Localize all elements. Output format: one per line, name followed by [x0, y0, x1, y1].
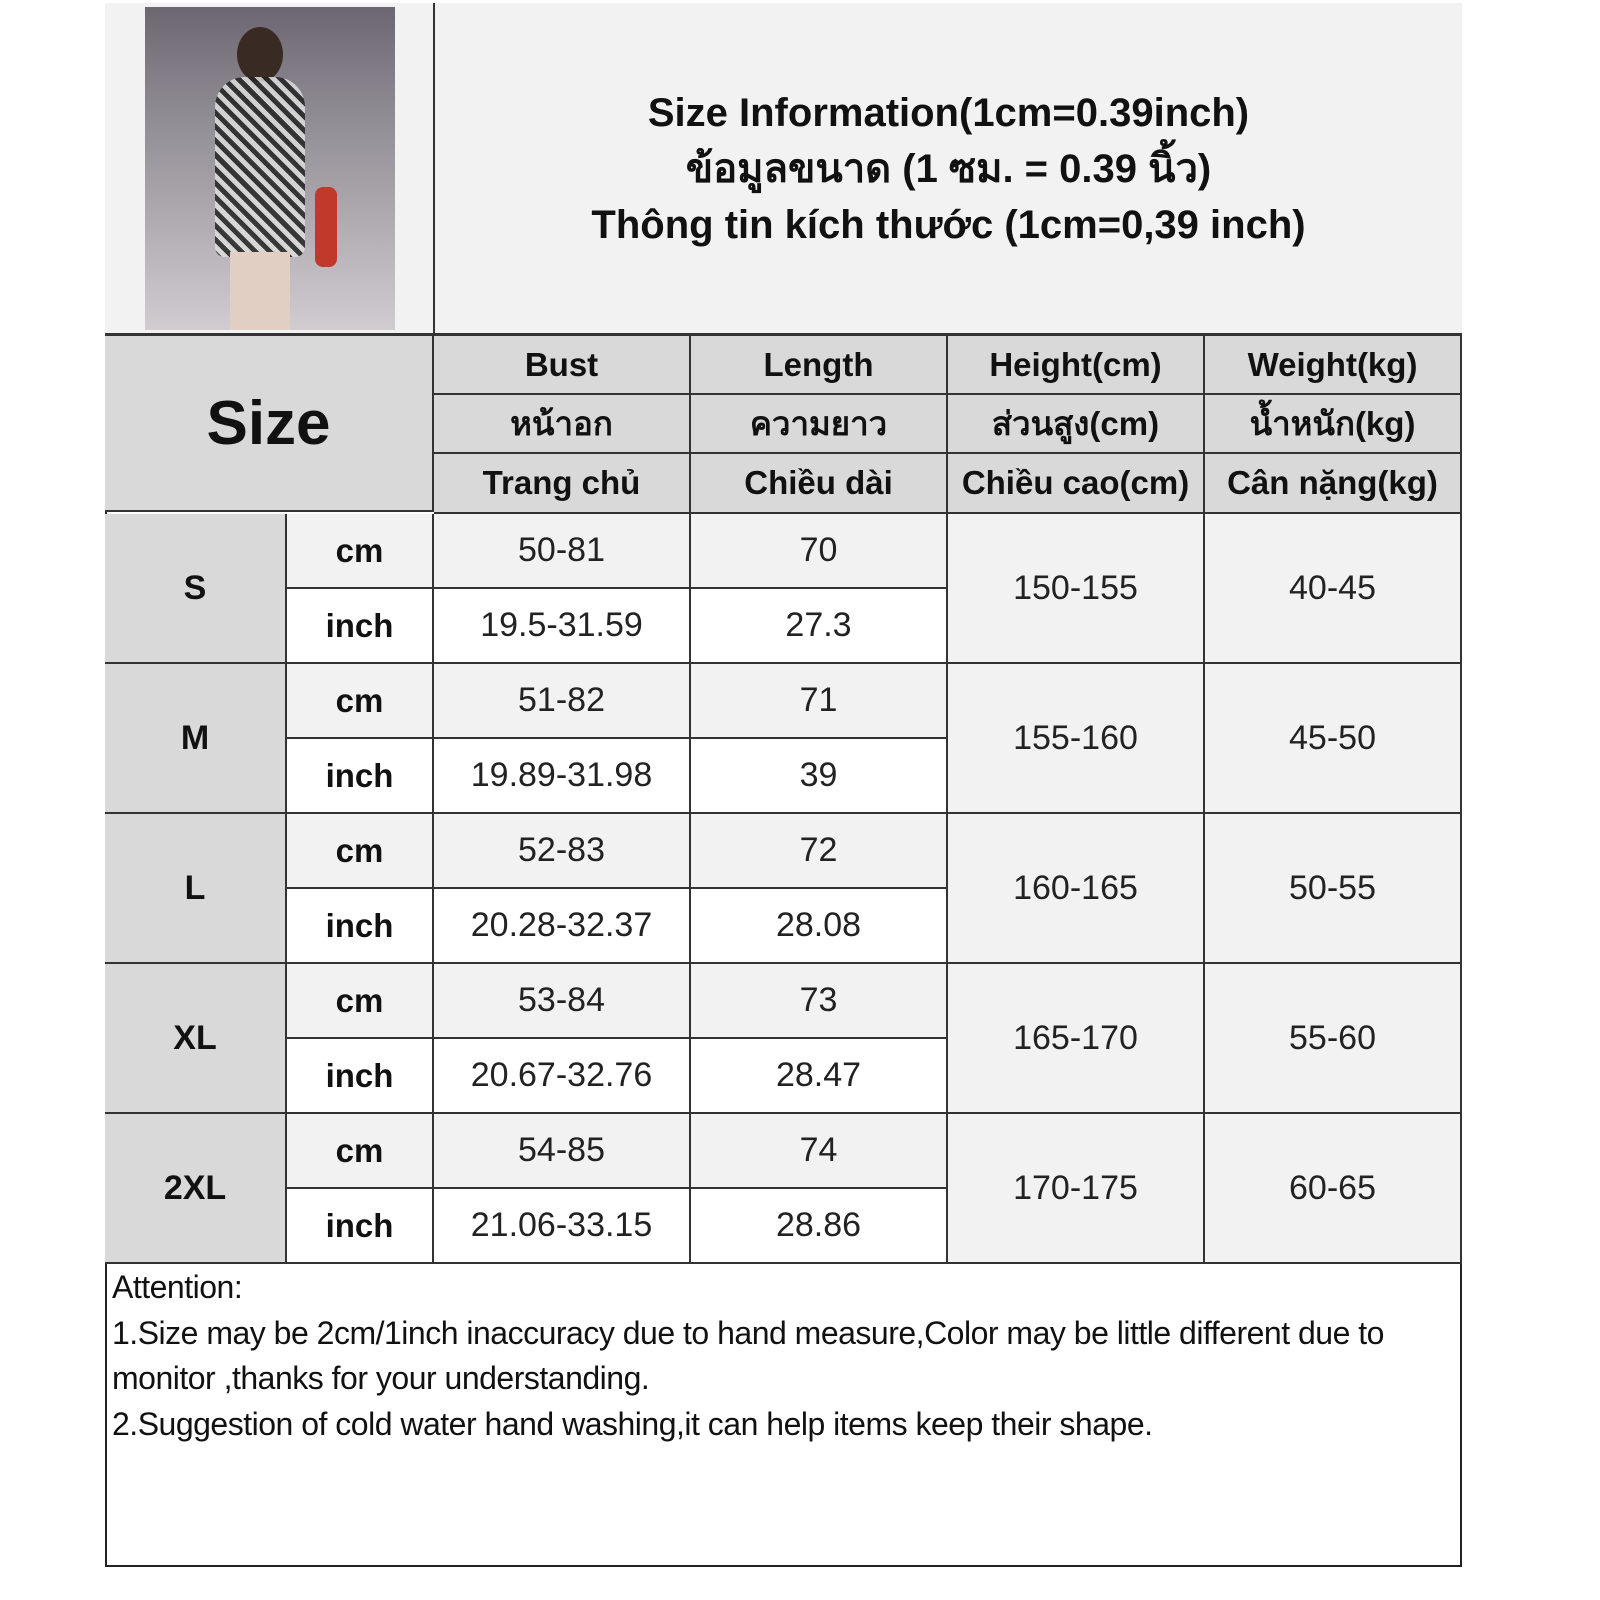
page-title: Size Information(1cm=0.39inch) ข้อมูลขนา…	[435, 85, 1462, 253]
bust-inch: 19.89-31.98	[434, 739, 691, 814]
length-cm: 74	[691, 1114, 948, 1189]
model-legs-shape	[230, 252, 290, 330]
divider	[433, 3, 435, 336]
title-thai: ข้อมูลขนาด (1 ซม. = 0.39 นิ้ว)	[685, 147, 1212, 191]
length-inch: 27.3	[691, 589, 948, 664]
height-range: 160-165	[948, 814, 1205, 964]
bust-inch: 20.28-32.37	[434, 889, 691, 964]
length-cm: 72	[691, 814, 948, 889]
unit-inch: inch	[287, 1039, 434, 1114]
column-header-vi: Chiều cao(cm)	[948, 454, 1205, 514]
bust-cm: 53-84	[434, 964, 691, 1039]
size-label: M	[105, 664, 287, 814]
unit-cm: cm	[287, 664, 434, 739]
size-label: 2XL	[105, 1114, 287, 1264]
bust-inch: 20.67-32.76	[434, 1039, 691, 1114]
title-english: Size Information(1cm=0.39inch)	[647, 91, 1250, 135]
length-inch: 39	[691, 739, 948, 814]
unit-cm: cm	[287, 964, 434, 1039]
bust-cm: 52-83	[434, 814, 691, 889]
unit-inch: inch	[287, 739, 434, 814]
weight-range: 50-55	[1205, 814, 1462, 964]
attention-heading: Attention:	[112, 1269, 243, 1305]
length-inch: 28.08	[691, 889, 948, 964]
unit-inch: inch	[287, 589, 434, 664]
unit-inch: inch	[287, 1189, 434, 1264]
bust-inch: 19.5-31.59	[434, 589, 691, 664]
unit-cm: cm	[287, 1114, 434, 1189]
column-header-th: ความยาว	[691, 395, 948, 454]
height-range: 150-155	[948, 514, 1205, 664]
unit-cm: cm	[287, 514, 434, 589]
height-range: 165-170	[948, 964, 1205, 1114]
weight-range: 60-65	[1205, 1114, 1462, 1264]
product-photo	[145, 7, 395, 330]
column-header-th: น้ำหนัก(kg)	[1205, 395, 1462, 454]
size-label: L	[105, 814, 287, 964]
length-cm: 71	[691, 664, 948, 739]
column-header-th: หน้าอก	[434, 395, 691, 454]
attention-notes: Attention: 1.Size may be 2cm/1inch inacc…	[112, 1265, 1457, 1447]
hydrant-shape	[315, 187, 337, 267]
weight-range: 45-50	[1205, 664, 1462, 814]
column-header-vi: Trang chủ	[434, 454, 691, 514]
column-header-vi: Cân nặng(kg)	[1205, 454, 1462, 514]
bust-inch: 21.06-33.15	[434, 1189, 691, 1264]
houndstooth-dress-shape	[215, 77, 305, 257]
height-range: 170-175	[948, 1114, 1205, 1264]
column-header-en: Weight(kg)	[1205, 336, 1462, 395]
weight-range: 55-60	[1205, 964, 1462, 1114]
length-inch: 28.86	[691, 1189, 948, 1264]
model-head-shape	[237, 27, 283, 82]
unit-inch: inch	[287, 889, 434, 964]
size-label: XL	[105, 964, 287, 1114]
height-range: 155-160	[948, 664, 1205, 814]
column-header-en: Length	[691, 336, 948, 395]
unit-cm: cm	[287, 814, 434, 889]
length-cm: 70	[691, 514, 948, 589]
column-header-th: ส่วนสูง(cm)	[948, 395, 1205, 454]
bust-cm: 50-81	[434, 514, 691, 589]
column-header-en: Bust	[434, 336, 691, 395]
bust-cm: 51-82	[434, 664, 691, 739]
attention-note-2: 2.Suggestion of cold water hand washing,…	[112, 1405, 1153, 1442]
bust-cm: 54-85	[434, 1114, 691, 1189]
size-label: S	[105, 514, 287, 664]
title-vietnamese: Thông tin kích thước (1cm=0,39 inch)	[591, 203, 1306, 247]
size-header: Size	[105, 336, 434, 512]
column-header-en: Height(cm)	[948, 336, 1205, 395]
length-cm: 73	[691, 964, 948, 1039]
attention-note-1: 1.Size may be 2cm/1inch inaccuracy due t…	[112, 1314, 1384, 1397]
weight-range: 40-45	[1205, 514, 1462, 664]
length-inch: 28.47	[691, 1039, 948, 1114]
column-header-vi: Chiều dài	[691, 454, 948, 514]
